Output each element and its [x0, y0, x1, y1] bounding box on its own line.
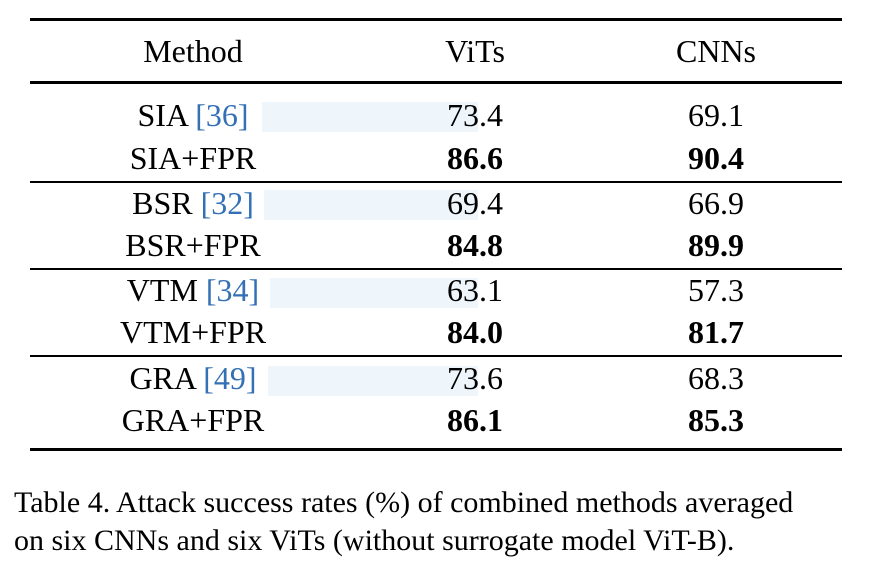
citation-highlight — [270, 278, 478, 308]
table-cell-vits: 84.0 — [447, 314, 503, 350]
group-rule — [30, 268, 842, 270]
table-row-method: GRA+FPR — [121, 402, 265, 438]
table-cell-cnns: 90.4 — [688, 140, 744, 176]
table-cell-vits: 86.1 — [447, 402, 503, 438]
table-cell-vits: 73.4 — [447, 97, 503, 133]
table-cell-cnns: 66.9 — [688, 185, 744, 221]
table-top-rule — [30, 18, 842, 21]
table-cell-cnns: 68.3 — [688, 360, 744, 396]
table-caption: Table 4. Attack success rates (%) of com… — [14, 484, 864, 560]
table-row-method: SIA [36] — [137, 97, 249, 133]
table-row-method: BSR+FPR — [125, 227, 261, 263]
table-cell-cnns: 81.7 — [688, 314, 744, 350]
citation-link[interactable]: 34 — [216, 272, 249, 308]
method-name: SIA — [137, 97, 188, 133]
table-cell-vits: 86.6 — [447, 140, 503, 176]
table-bottom-rule — [30, 448, 842, 451]
citation-highlight — [264, 190, 478, 220]
method-name: VTM — [126, 272, 198, 308]
citation-link[interactable]: 49 — [213, 360, 246, 396]
group-rule — [30, 355, 842, 357]
table-row-method: BSR [32] — [132, 185, 254, 221]
group-rule — [30, 181, 842, 183]
citation-link[interactable]: 32 — [211, 185, 244, 221]
table-cell-cnns: 69.1 — [688, 97, 744, 133]
citation-highlight — [268, 366, 478, 396]
table-cell-cnns: 85.3 — [688, 402, 744, 438]
caption-line: Table 4. Attack success rates (%) of com… — [14, 486, 794, 519]
table-row-method: VTM+FPR — [119, 314, 267, 350]
method-name: GRA — [129, 360, 196, 396]
table-cell-vits: 84.8 — [447, 227, 503, 263]
table-cell-vits: 73.6 — [447, 360, 503, 396]
header-cnns: CNNs — [675, 33, 756, 69]
table-cell-cnns: 57.3 — [688, 272, 744, 308]
header-rule — [30, 81, 842, 84]
header-vits: ViTs — [445, 33, 505, 69]
header-method: Method — [143, 33, 243, 69]
table-row-method: VTM [34] — [126, 272, 260, 308]
table-row-method: GRA [49] — [129, 360, 257, 396]
citation-highlight — [262, 102, 478, 132]
table-cell-cnns: 89.9 — [688, 227, 744, 263]
caption-line: on six CNNs and six ViTs (without surrog… — [14, 524, 735, 557]
table-row-method: SIA+FPR — [129, 140, 257, 176]
table-cell-vits: 69.4 — [447, 185, 503, 221]
citation-link[interactable]: 36 — [205, 97, 238, 133]
method-name: BSR — [132, 185, 193, 221]
table-cell-vits: 63.1 — [447, 272, 503, 308]
